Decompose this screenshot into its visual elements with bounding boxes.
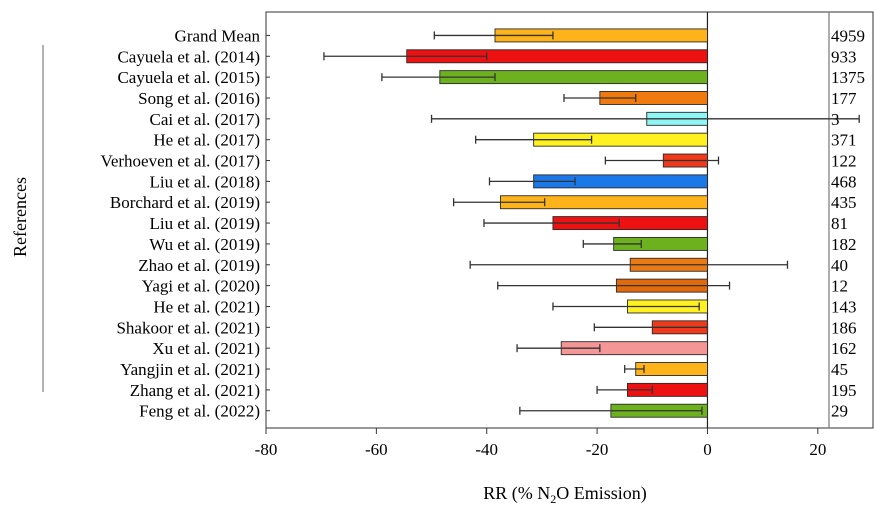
category-label: Cai et al. (2017) <box>150 110 260 129</box>
sample-size-label: 371 <box>831 131 857 150</box>
sample-size-label: 1375 <box>831 68 865 87</box>
category-label: Liu et al. (2018) <box>150 172 260 191</box>
category-label: Zhao et al. (2019) <box>138 256 260 275</box>
bar <box>635 362 708 376</box>
sample-size-label: 177 <box>831 89 857 108</box>
x-axis-title-suffix: O Emission) <box>556 483 647 504</box>
x-tick-label: 20 <box>809 440 826 459</box>
category-label: Feng et al. (2022) <box>139 402 260 421</box>
x-tick-label: -40 <box>475 440 498 459</box>
sample-size-label: 468 <box>831 172 857 191</box>
x-tick-label: 0 <box>703 440 712 459</box>
category-label: Cayuela et al. (2015) <box>117 68 260 87</box>
x-tick-label: -80 <box>255 440 278 459</box>
category-label: Shakoor et al. (2021) <box>116 318 260 337</box>
sample-size-label: 435 <box>831 193 857 212</box>
sample-size-label: 3 <box>831 110 840 129</box>
sample-size-label: 122 <box>831 152 857 171</box>
category-label: He et al. (2021) <box>153 297 260 316</box>
x-axis-title-prefix: RR (% N <box>483 483 550 504</box>
sample-size-label: 933 <box>831 47 857 66</box>
sample-size-label: 12 <box>831 277 848 296</box>
category-label: He et al. (2017) <box>153 131 260 150</box>
sample-size-label: 45 <box>831 360 848 379</box>
x-axis-title: RR (% N2O Emission) <box>483 483 647 505</box>
category-label: Verhoeven et al. (2017) <box>100 152 260 171</box>
category-label: Yangjin et al. (2021) <box>120 360 260 379</box>
category-label: Borchard et al. (2019) <box>110 193 260 212</box>
category-label: Grand Mean <box>175 26 261 45</box>
sample-size-label: 162 <box>831 339 857 358</box>
sample-size-label: 143 <box>831 297 857 316</box>
category-label: Wu et al. (2019) <box>149 235 260 254</box>
category-label: Cayuela et al. (2014) <box>117 47 260 66</box>
category-label: Liu et al. (2019) <box>150 214 260 233</box>
sample-size-label: 4959 <box>831 26 865 45</box>
sample-size-label: 195 <box>831 381 857 400</box>
x-tick-label: -20 <box>586 440 609 459</box>
plot-frame <box>265 11 874 429</box>
sample-size-label: 40 <box>831 256 848 275</box>
category-label: Zhang et al. (2021) <box>130 381 260 400</box>
sample-size-label: 186 <box>831 318 857 337</box>
sample-size-label: 182 <box>831 235 857 254</box>
sample-size-label: 29 <box>831 402 848 421</box>
x-axis-title-subscript: 2 <box>550 492 556 505</box>
x-tick-label: -60 <box>365 440 388 459</box>
sample-size-label: 81 <box>831 214 848 233</box>
category-label: Xu et al. (2021) <box>152 339 260 358</box>
y-axis-title: References <box>10 177 30 257</box>
category-label: Song et al. (2016) <box>138 89 260 108</box>
category-label: Yagi et al. (2020) <box>142 277 260 296</box>
